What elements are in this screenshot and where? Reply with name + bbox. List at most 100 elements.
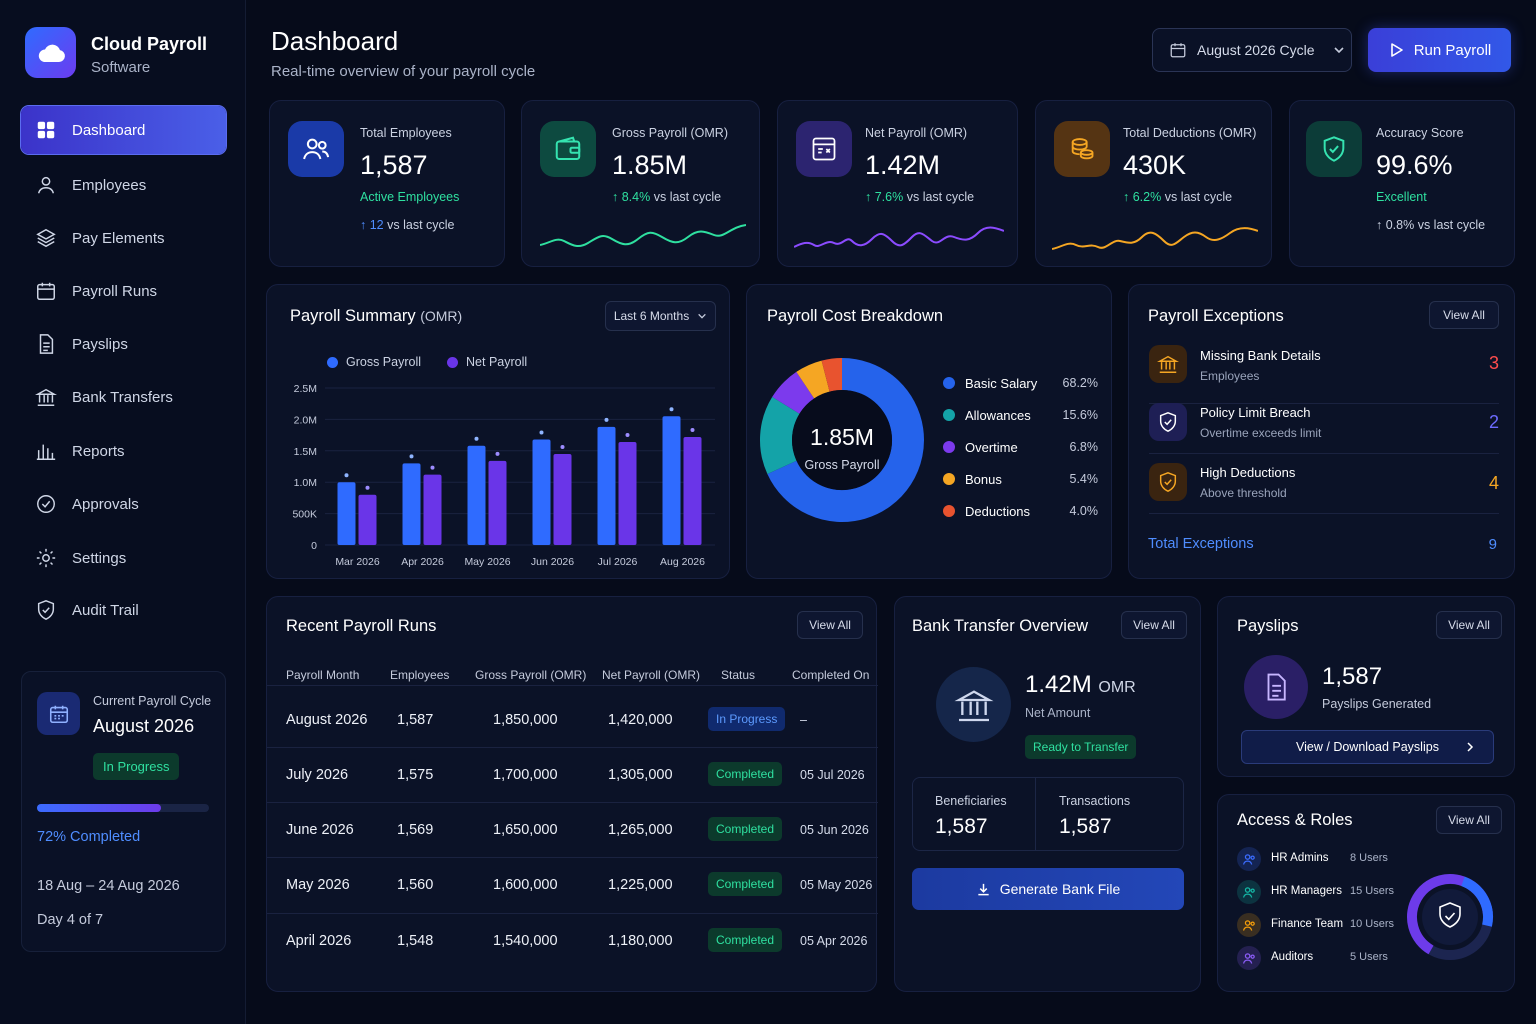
bank-stats: Beneficiaries 1,587 Transactions 1,587 <box>912 777 1184 851</box>
table-cell-employees: 1,560 <box>397 877 434 893</box>
sidebar-item-label: Bank Transfers <box>72 388 173 406</box>
bar-gross <box>402 463 421 545</box>
exceptions-card: Payroll Exceptions View All Missing Bank… <box>1128 284 1515 579</box>
role-name[interactable]: HR Admins <box>1271 852 1329 864</box>
legend-pct: 6.8% <box>1069 440 1099 454</box>
sidebar-item-approvals[interactable]: Approvals <box>21 480 226 528</box>
sidebar-item-reports[interactable]: Reports <box>21 427 226 475</box>
role-name[interactable]: Auditors <box>1271 951 1314 963</box>
legend-label: Deductions <box>965 503 1031 519</box>
roles-ring-chart <box>1407 874 1493 960</box>
table-cell-gross: 1,540,000 <box>493 933 558 949</box>
table-row[interactable] <box>267 860 878 906</box>
sidebar-item-employees[interactable]: Employees <box>21 161 226 209</box>
total-exceptions-label[interactable]: Total Exceptions <box>1148 536 1254 552</box>
summary-range-select[interactable]: Last 6 Months <box>605 301 716 331</box>
x-tick-label: May 2026 <box>464 556 510 568</box>
sidebar-item-payroll-runs[interactable]: Payroll Runs <box>21 267 226 315</box>
exception-title: Missing Bank Details <box>1200 348 1321 363</box>
y-tick-label: 500K <box>292 509 317 521</box>
kpi-delta: 0.8% vs last cycle <box>1385 218 1486 232</box>
sidebar-item-bank-transfers[interactable]: Bank Transfers <box>21 373 226 421</box>
shield-check-icon <box>1306 121 1362 177</box>
legend-label: Allowances <box>965 407 1031 423</box>
bar-chart: 0 500K 1.0M 1.5M 2.0M 2.5M Mar 2026 Apr 2026 May… <box>292 383 715 568</box>
sidebar-item-label: Dashboard <box>72 121 146 139</box>
column-header: Status <box>721 668 756 682</box>
bank-amount: 1.42M OMR <box>1025 671 1136 698</box>
bar-marker <box>690 427 695 432</box>
runs-view-all-button[interactable]: View All <box>797 611 863 639</box>
transactions-label: Transactions <box>1059 794 1131 808</box>
column-header: Gross Payroll (OMR) <box>475 668 587 682</box>
table-cell-gross: 1,650,000 <box>493 822 558 838</box>
summary-title: Payroll Summary (OMR) <box>290 307 463 325</box>
cycle-progress-label: 72% Completed <box>37 829 141 845</box>
bank-view-all-button[interactable]: View All <box>1121 611 1187 639</box>
cycle-select[interactable]: August 2026 Cycle <box>1152 28 1352 72</box>
legend-net: Net Payroll <box>466 355 528 369</box>
legend-swatch-gross <box>327 356 338 368</box>
donut-slice <box>796 360 831 399</box>
legend-swatch <box>943 377 955 389</box>
table-row[interactable] <box>267 916 878 962</box>
exception-row[interactable]: Policy Limit Breach Overtime exceeds lim… <box>1149 401 1499 459</box>
access-view-all-button[interactable]: View All <box>1436 806 1502 834</box>
column-header: Completed On <box>792 668 870 682</box>
chevron-down-icon <box>698 313 706 319</box>
kpi-tag: Active Employees <box>360 190 460 204</box>
coins-icon <box>1054 121 1110 177</box>
exceptions-title: Payroll Exceptions <box>1148 307 1284 325</box>
exceptions-view-all-button[interactable]: View All <box>1429 301 1499 329</box>
table-row[interactable] <box>267 750 878 796</box>
payslips-view-all-button[interactable]: View All <box>1436 611 1502 639</box>
gross-sparkline <box>540 224 746 248</box>
kpi-card-net: Net Payroll (OMR) 1.42M ↑ 7.6% vs last c… <box>777 100 1018 267</box>
table-cell-completed: 05 Jun 2026 <box>800 823 869 837</box>
exception-row[interactable]: Missing Bank Details Employees 3 <box>1149 343 1499 401</box>
sidebar-item-audit-trail[interactable]: Audit Trail <box>21 586 226 634</box>
sidebar-item-pay-elements[interactable]: Pay Elements <box>21 214 226 262</box>
layers-icon <box>36 228 56 248</box>
bar-net <box>488 460 507 545</box>
sidebar-item-settings[interactable]: Settings <box>21 534 226 582</box>
recent-runs-card: Recent Payroll Runs View All Payroll Mon… <box>266 596 878 992</box>
legend-label: Bonus <box>965 471 1002 487</box>
bar-marker <box>474 436 479 441</box>
table-cell-employees: 1,587 <box>397 712 434 728</box>
divider <box>1035 778 1036 850</box>
sidebar-item-label: Approvals <box>72 495 139 513</box>
view-payslips-button[interactable]: View / Download Payslips <box>1241 730 1494 764</box>
deductions-sparkline <box>1052 227 1258 250</box>
bar-marker <box>344 473 349 478</box>
sidebar-item-dashboard[interactable]: Dashboard <box>21 106 226 154</box>
status-badge: Completed <box>708 928 783 952</box>
cycle-progress-track <box>37 804 209 812</box>
role-name[interactable]: HR Managers <box>1271 885 1342 897</box>
x-tick-label: Jul 2026 <box>598 556 638 568</box>
table-cell-net: 1,420,000 <box>608 712 673 728</box>
legend-swatch <box>943 409 955 421</box>
generate-bank-file-button[interactable]: Generate Bank File <box>912 868 1184 910</box>
kpi-card-gross: Gross Payroll (OMR) 1.85M ↑ 8.4% vs last… <box>521 100 760 267</box>
sidebar-item-label: Payroll Runs <box>72 282 158 300</box>
bar-gross <box>467 445 486 545</box>
exception-row[interactable]: High Deductions Above threshold 4 <box>1149 461 1499 519</box>
run-payroll-button[interactable]: Run Payroll <box>1368 28 1511 72</box>
sidebar-item-payslips[interactable]: Payslips <box>21 320 226 368</box>
bank-status-badge: Ready to Transfer <box>1025 735 1137 759</box>
chevron-right-icon <box>1467 742 1474 752</box>
cost-donut-chart <box>760 358 924 522</box>
table-cell-month: May 2026 <box>286 877 350 893</box>
table-cell-net: 1,180,000 <box>608 933 673 949</box>
current-cycle-card: Current Payroll Cycle August 2026 In Pro… <box>21 671 226 952</box>
role-name[interactable]: Finance Team <box>1271 918 1344 930</box>
kpi-title: Total Deductions (OMR) <box>1123 126 1257 140</box>
calendar-icon <box>1170 43 1186 58</box>
role-users: 15 Users <box>1350 885 1395 897</box>
table-cell-employees: 1,575 <box>397 767 434 783</box>
kpi-delta: 8.4% <box>621 190 651 204</box>
table-row[interactable] <box>267 805 878 851</box>
access-title: Access & Roles <box>1237 811 1353 829</box>
donut-center-label: Gross Payroll <box>804 458 880 472</box>
